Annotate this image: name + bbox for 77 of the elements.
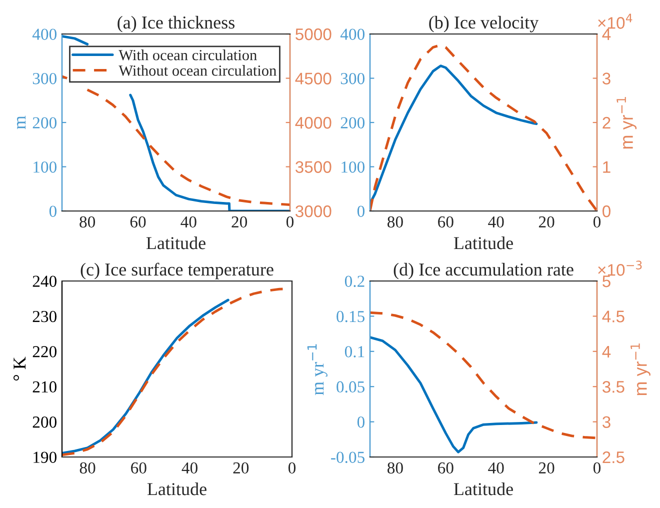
y-tick-label: 230	[32, 310, 57, 322]
y-tick-label: 0.1	[344, 346, 364, 358]
y2-tick-label: 3	[602, 72, 610, 84]
chart-title: (d) Ice accumulation rate	[394, 262, 574, 280]
y-tick-label: 400	[32, 28, 57, 40]
y-tick-label: 200	[340, 117, 365, 128]
y-tick-label: 300	[340, 72, 365, 84]
x-tick-label: 0	[593, 462, 601, 474]
y-tick-label: 400	[340, 28, 365, 40]
y-tick-label: 200	[32, 416, 57, 428]
y-axis-title: ° K	[14, 356, 26, 381]
x-tick-label: 60	[438, 462, 454, 474]
y2-tick-label: 3500	[295, 161, 332, 173]
x-axis-title: Latitude	[147, 482, 206, 496]
y2-tick-label: 4500	[295, 72, 332, 84]
y-tick-label: 0	[357, 416, 365, 428]
x-tick-label: 60	[131, 462, 146, 474]
y-tick-label: -0.05	[331, 452, 364, 464]
x-tick-label: 20	[232, 216, 248, 228]
y-tick-label: 200	[32, 117, 57, 128]
x-tick-label: 80	[80, 216, 96, 228]
y2-tick-label: 0	[602, 205, 610, 218]
y-tick-label: 0.15	[336, 310, 364, 322]
y-tick-label: 190	[34, 452, 57, 463]
chart-title: (c) Ice surface temperature	[80, 262, 274, 280]
x-tick-label: 80	[80, 462, 96, 474]
y-tick-label: 220	[32, 346, 57, 358]
x-tick-label: 60	[438, 216, 454, 228]
y-axis-title: m	[17, 116, 26, 130]
y2-tick-label: 4	[602, 28, 611, 40]
x-tick-label: 20	[538, 216, 554, 228]
legend-label: Without ocean circulation	[118, 65, 276, 76]
chart-title: (a) Ice thickness	[118, 16, 234, 32]
y2-tick-label: 2	[602, 116, 610, 129]
y-tick-label: 210	[32, 381, 57, 393]
x-axis-title: Latitude	[454, 482, 513, 496]
x-tick-label: 0	[286, 216, 294, 228]
line-series	[370, 336, 538, 454]
x-tick-label: 0	[288, 462, 296, 474]
y2-tick-label: 5000	[296, 28, 332, 40]
y-tick-label: 0.05	[336, 381, 364, 393]
x-tick-label: 40	[488, 216, 504, 228]
x-axis-title: Latitude	[454, 236, 513, 250]
line-series	[370, 311, 597, 440]
chart-title: (b) Ice velocity	[429, 16, 539, 32]
legend-label: With ocean circulation	[118, 50, 257, 60]
x-tick-label: 80	[388, 216, 403, 228]
x-tick-label: 40	[182, 462, 198, 474]
y2-tick-label: 3000	[295, 205, 332, 218]
y2-axis-title: m yr$^{−1}$	[630, 344, 650, 396]
text: ×10$^{4}$	[598, 14, 632, 29]
x-tick-label: 60	[130, 216, 146, 228]
x-tick-label: 0	[593, 216, 601, 228]
y2-tick-label: 1	[603, 161, 610, 173]
y-tick-label: 300	[32, 72, 57, 84]
y2-tick-label: 4	[602, 346, 611, 358]
y2-tick-label: 4000	[295, 116, 332, 129]
y2-tick-label: 3	[602, 416, 610, 428]
x-tick-label: 20	[233, 462, 249, 474]
y2-axis-title: m yr$^{−1}$	[616, 97, 637, 149]
y-tick-label: 0.2	[344, 276, 364, 288]
y-tick-label: 240	[32, 276, 57, 287]
y-tick-label: 0	[49, 206, 57, 217]
y-tick-label: 100	[34, 161, 57, 173]
y2-tick-label: 3.5	[602, 381, 624, 393]
x-axis-title: Latitude	[146, 236, 206, 250]
y2-tick-label: 2.5	[602, 451, 624, 464]
x-tick-label: 40	[180, 216, 196, 228]
x-tick-label: 20	[538, 462, 554, 474]
y2-tick-label: 5	[602, 276, 610, 288]
x-tick-label: 80	[388, 462, 403, 474]
y-tick-label: 100	[342, 161, 365, 173]
y-axis-title: m yr$^{−1}$	[307, 344, 328, 396]
x-tick-label: 40	[488, 462, 504, 474]
text: ×10$^{−3}$	[598, 260, 642, 276]
y2-tick-label: 4.5	[602, 310, 624, 322]
y-tick-label: 0	[357, 206, 365, 217]
